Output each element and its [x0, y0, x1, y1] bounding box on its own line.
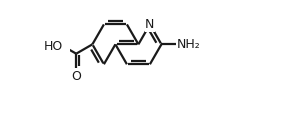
Text: NH₂: NH₂	[177, 38, 200, 51]
Text: O: O	[71, 70, 81, 83]
Text: N: N	[145, 18, 154, 31]
Text: HO: HO	[44, 40, 63, 53]
